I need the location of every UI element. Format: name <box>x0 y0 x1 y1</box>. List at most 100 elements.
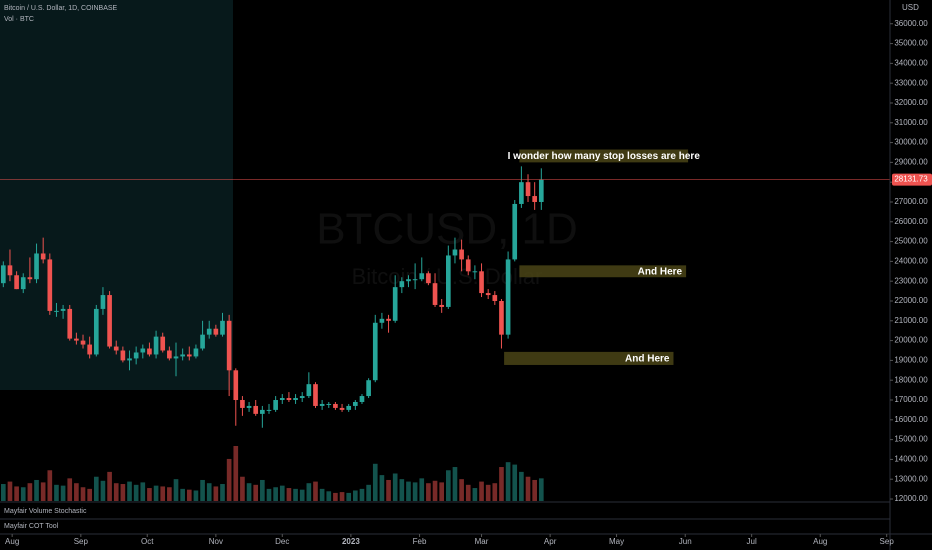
candle-body <box>419 273 425 280</box>
volume-bar <box>399 479 405 501</box>
volume-bar <box>186 489 192 501</box>
candle-body <box>485 293 491 296</box>
candle-body <box>226 320 232 371</box>
volume-bar <box>100 480 106 501</box>
y-tick-label: 18000.00 <box>894 375 928 384</box>
volume-bar <box>379 475 385 501</box>
candle-body <box>34 253 39 280</box>
volume-bar <box>200 479 205 501</box>
volume-bar <box>253 484 259 501</box>
candle-body <box>286 398 292 401</box>
volume-bar <box>140 482 146 501</box>
zone-label: I wonder how many stop losses are here <box>508 151 701 162</box>
y-tick-label: 21000.00 <box>894 316 928 325</box>
candle-body <box>492 295 498 301</box>
volume-bar <box>313 481 318 501</box>
y-tick-label: 25000.00 <box>894 237 928 246</box>
candle-body <box>253 405 259 414</box>
candle-body <box>538 179 544 202</box>
volume-bar <box>465 484 471 501</box>
volume-bar <box>240 476 245 501</box>
volume-bar <box>54 484 59 501</box>
volume-bar <box>20 487 26 501</box>
candle-body <box>339 407 345 410</box>
volume-bar <box>279 485 285 501</box>
candle-body <box>525 182 531 197</box>
candle-body <box>147 348 152 355</box>
candle-body <box>140 348 146 353</box>
volume-bar <box>260 479 265 501</box>
volume-bar <box>426 483 431 501</box>
volume-bar <box>306 483 312 501</box>
y-tick-label: 20000.00 <box>894 336 928 345</box>
x-tick-label: Sep <box>880 537 895 546</box>
candle-body <box>465 259 471 272</box>
y-tick-label: 27000.00 <box>894 197 928 206</box>
candle-body <box>167 350 172 359</box>
candle-body <box>399 281 405 288</box>
y-tick-label: 33000.00 <box>894 78 928 87</box>
volume-bar <box>519 471 524 501</box>
candle-body <box>392 287 398 321</box>
candle-body <box>479 271 484 294</box>
candle-body <box>432 283 438 305</box>
volume-bar <box>273 487 278 501</box>
candle-body <box>240 400 245 408</box>
price-tag <box>892 173 932 186</box>
volume-bar <box>226 458 232 501</box>
candle-body <box>74 338 79 341</box>
volume-bar <box>233 446 239 501</box>
volume-bar <box>14 486 19 501</box>
x-tick-label: May <box>609 537 624 546</box>
volume-bar <box>412 482 418 501</box>
candle-body <box>412 279 418 281</box>
candle-body <box>346 405 352 410</box>
y-tick-label: 19000.00 <box>894 356 928 365</box>
x-tick-label: Jun <box>679 537 692 546</box>
volume-bar <box>34 479 39 501</box>
x-tick-label: Dec <box>275 537 289 546</box>
x-tick-label: Aug <box>5 537 19 546</box>
candle-body <box>472 271 478 273</box>
volume-bar <box>492 483 498 501</box>
volume-bar <box>445 470 451 501</box>
x-tick-label: Apr <box>544 537 557 546</box>
candle-body <box>14 275 19 290</box>
candle-body <box>326 403 332 405</box>
x-tick-label: Aug <box>813 537 827 546</box>
candle-body <box>260 409 265 414</box>
plot: I wonder how many stop losses are here An… <box>0 149 890 501</box>
y-tick-label: 23000.00 <box>894 276 928 285</box>
candle-body <box>54 310 59 312</box>
y-tick-label: 29000.00 <box>894 157 928 166</box>
volume-bar <box>459 479 464 501</box>
pane-label: Mayfair Volume Stochastic <box>4 508 87 515</box>
candle-body <box>299 396 305 399</box>
candle-body <box>87 344 92 355</box>
candle-body <box>386 318 391 321</box>
volume-bar <box>266 488 272 501</box>
volume-bar <box>120 484 126 501</box>
candle-body <box>459 249 464 260</box>
volume-bar <box>499 467 504 501</box>
candle-body <box>353 401 358 406</box>
volume-bar <box>319 488 325 501</box>
volume-bar <box>193 490 199 501</box>
x-tick-label: Nov <box>209 537 223 546</box>
candle-body <box>505 259 511 335</box>
candle-body <box>359 396 365 402</box>
pane-label: Mayfair COT Tool <box>4 523 59 530</box>
watermark: BTCUSD, 1D <box>316 205 578 254</box>
x-tick-label: Feb <box>413 537 427 546</box>
volume-bar <box>366 484 371 501</box>
candle-body <box>319 403 325 406</box>
price-tag-label: 28131.73 <box>894 175 928 184</box>
candle-body <box>180 354 185 357</box>
zone <box>504 351 674 365</box>
candle-body <box>40 253 46 260</box>
candle-body <box>107 295 112 347</box>
candle-body <box>133 352 139 359</box>
candle-body <box>173 356 179 359</box>
volume-bar <box>180 488 185 501</box>
